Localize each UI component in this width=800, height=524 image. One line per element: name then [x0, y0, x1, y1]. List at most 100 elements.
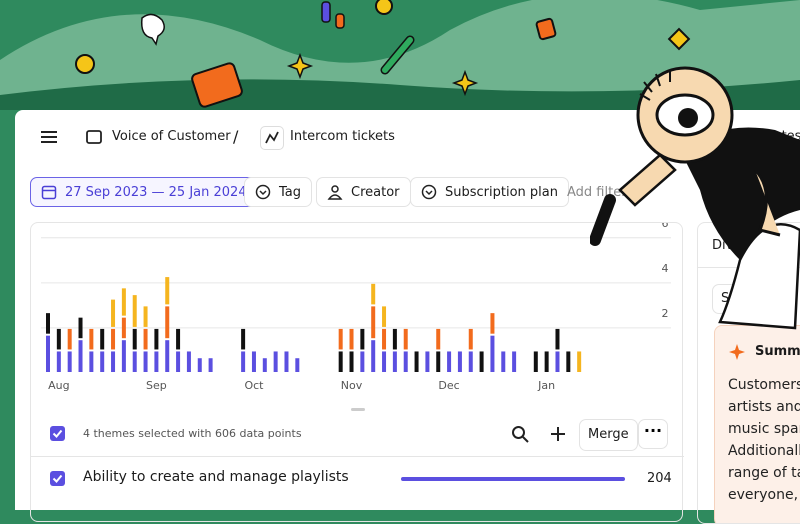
bar-segment — [176, 328, 181, 350]
filter-chip[interactable]: Tag — [244, 177, 313, 207]
deco-pen — [382, 37, 413, 73]
summary-title: Summa — [755, 344, 800, 359]
bar-segment — [46, 335, 50, 372]
bar-segment — [371, 306, 376, 339]
bar-segment — [121, 317, 126, 339]
bar-segment — [186, 351, 191, 372]
x-tick-label: Jan — [537, 379, 555, 392]
bar-segment — [56, 328, 61, 350]
bar-segment — [121, 340, 126, 372]
chart-card: 2 4 6 Aug Sep Oct Nov Dec Jan 4 themes selected … — [30, 217, 684, 522]
bar-segment — [165, 340, 170, 372]
deco-bar — [335, 13, 345, 29]
bar-segment — [143, 328, 148, 350]
bar-segment — [501, 351, 506, 372]
deco-circle — [75, 54, 95, 74]
bar-segment — [403, 328, 408, 350]
x-tick-label: Dec — [438, 379, 459, 392]
summary-line: artists and p — [728, 399, 800, 415]
bar-segment — [132, 328, 137, 350]
bar-segment — [241, 328, 246, 350]
resize-handle[interactable] — [351, 408, 365, 411]
filter-chip[interactable]: Creator — [316, 177, 411, 207]
summary-line: Additionally, — [728, 443, 800, 459]
deco-star — [451, 69, 479, 97]
bar-segment — [360, 328, 365, 350]
bar-segment — [490, 313, 495, 334]
bar-segment — [382, 351, 387, 372]
sparkle-icon — [729, 344, 745, 360]
bar-segment — [371, 283, 376, 305]
divider — [31, 456, 684, 457]
bar-segment — [165, 277, 170, 305]
search-icon[interactable] — [511, 425, 529, 443]
filter-label: Tag — [279, 184, 302, 200]
deco-star — [286, 52, 314, 80]
bar-segment — [338, 328, 343, 350]
tickets-icon — [260, 126, 284, 150]
bar-segment — [425, 351, 430, 372]
bar-segment — [468, 351, 473, 372]
bar-segment — [436, 351, 441, 372]
deco-bubble — [140, 13, 165, 46]
bar-segment — [56, 351, 61, 372]
theme-label[interactable]: Ability to create and manage playlists — [83, 469, 349, 485]
bar-segment — [111, 351, 116, 372]
selection-summary: 4 themes selected with 606 data points — [83, 427, 302, 440]
bar-segment — [67, 351, 72, 372]
bar-segment — [349, 328, 354, 350]
filter-label: Subscription plan — [445, 184, 558, 200]
breadcrumb-separator: / — [233, 127, 239, 146]
bar-segment — [544, 351, 549, 372]
bar-segment — [447, 351, 452, 372]
bar-segment — [111, 328, 116, 350]
more-button[interactable]: ··· — [638, 419, 668, 449]
x-tick-label: Nov — [341, 379, 363, 392]
bar-segment — [284, 351, 289, 372]
bar-segment — [555, 328, 560, 350]
bar-segment — [360, 351, 365, 372]
folder-icon — [86, 130, 102, 144]
bar-segment — [457, 351, 462, 372]
breadcrumb-item[interactable]: Intercom tickets — [290, 129, 395, 144]
add-icon[interactable] — [549, 425, 567, 443]
bar-segment — [251, 351, 256, 372]
y-tick-label: 2 — [662, 307, 669, 320]
filter-label: Creator — [351, 184, 400, 200]
y-tick-label: 4 — [662, 262, 669, 275]
bar-segment — [197, 358, 202, 372]
bar-segment — [403, 351, 408, 372]
menu-icon[interactable] — [40, 129, 58, 145]
bar-segment — [371, 340, 376, 372]
bar-segment — [414, 351, 419, 372]
summary-box: Summa Customers g artists and p music span… — [714, 325, 800, 523]
bar-segment — [100, 351, 105, 372]
bar-segment — [262, 358, 267, 372]
checkbox[interactable] — [50, 471, 65, 486]
bar-segment — [555, 351, 560, 372]
bar-segment — [533, 351, 538, 372]
merge-button[interactable]: Merge — [579, 419, 638, 451]
bar-segment — [436, 328, 441, 350]
bar-segment — [46, 313, 50, 334]
checkbox[interactable] — [50, 426, 65, 441]
breadcrumb-item[interactable]: Voice of Customer — [112, 129, 231, 144]
filter-chip[interactable]: Subscription plan — [410, 177, 569, 207]
bar-segment — [89, 351, 94, 372]
bar-segment — [67, 328, 72, 350]
chart: 2 4 6 Aug Sep Oct Nov Dec Jan — [41, 217, 671, 392]
date-filter[interactable]: 27 Sep 2023 — 25 Jan 2024 — [30, 177, 258, 207]
deco-bar — [321, 1, 331, 23]
deco-diamond — [667, 27, 691, 51]
bar-segment — [479, 351, 484, 372]
bar-segment — [382, 328, 387, 350]
bar-segment — [208, 358, 213, 372]
bar-segment — [154, 351, 159, 372]
bar-segment — [338, 351, 343, 372]
bar-segment — [143, 306, 148, 327]
bar-segment — [273, 351, 278, 372]
summary-line: range of tas — [728, 465, 800, 481]
bar-segment — [392, 328, 397, 350]
x-tick-label: Sep — [146, 379, 167, 392]
bar-segment — [121, 288, 126, 316]
